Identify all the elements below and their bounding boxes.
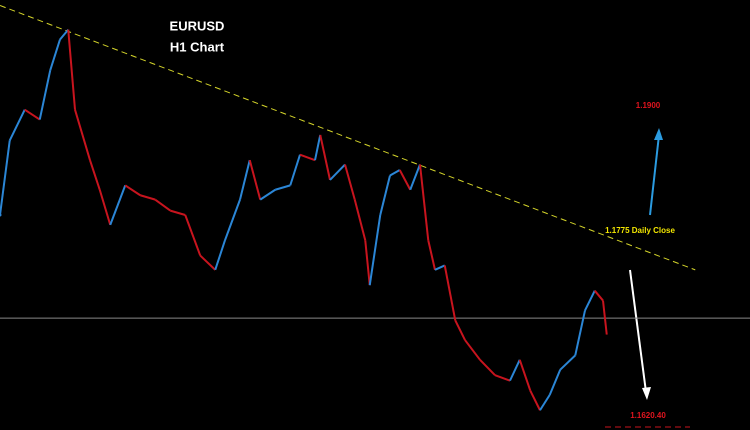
price-segment [389, 169, 401, 177]
down-arrow-head [642, 387, 651, 400]
down-arrow [629, 269, 647, 393]
price-segment [427, 240, 436, 271]
price-segment [464, 339, 481, 361]
price-segment [602, 300, 608, 335]
price-segment [479, 359, 496, 376]
price-segment [259, 188, 276, 201]
price-segment [98, 189, 112, 226]
price-segment [574, 310, 586, 356]
price-segment [248, 159, 262, 200]
price-segment [89, 159, 101, 191]
price-segment [518, 359, 532, 391]
price-segment [539, 394, 551, 411]
price-segment [344, 164, 356, 200]
price-segment [139, 194, 156, 201]
price-segment [419, 164, 430, 241]
price-segment [38, 69, 52, 120]
price-segment [59, 28, 70, 41]
price-segment [24, 108, 41, 121]
price-segment [214, 239, 226, 271]
up-arrow [649, 134, 660, 216]
price-segment [224, 199, 241, 241]
price-segment [584, 290, 596, 311]
price-segment [8, 109, 26, 141]
price-segment [124, 184, 141, 197]
price-segment [239, 159, 251, 200]
price-segment [274, 184, 291, 191]
price-segment [409, 164, 421, 191]
price-segment [109, 185, 127, 226]
price-segment [314, 134, 322, 161]
price-segment [67, 29, 76, 110]
price-segment [593, 290, 604, 302]
chart-title: EURUSD [170, 18, 225, 33]
price-segment [154, 198, 171, 212]
price-segment [329, 163, 346, 181]
price-segment [49, 39, 61, 71]
price-segment [319, 134, 331, 181]
price-segment [454, 319, 466, 341]
price-segment [443, 265, 457, 321]
up-arrow-head [654, 128, 663, 140]
price-segment [364, 240, 371, 286]
price-segment [184, 214, 202, 256]
price-segment [434, 264, 446, 271]
annotation: 1.1775 Daily Close [605, 226, 675, 235]
price-segment [74, 109, 91, 161]
price-segment [559, 354, 576, 371]
price-segment [169, 209, 186, 216]
price-segment [0, 140, 11, 216]
price-segment [529, 390, 541, 411]
price-segment [509, 359, 521, 382]
price-segment [494, 374, 511, 382]
price-segment [548, 369, 562, 396]
trendline [0, 5, 696, 271]
price-segment [353, 199, 367, 241]
price-segment [289, 154, 301, 186]
annotation: 1.1900 [636, 101, 661, 110]
price-segment [199, 254, 216, 271]
chart-subtitle: H1 Chart [170, 39, 225, 54]
price-segment [299, 153, 316, 162]
price-segment [368, 214, 382, 286]
price-segment [398, 169, 412, 191]
annotation: 1.1620.40 [630, 411, 666, 420]
price-segment [379, 175, 391, 216]
